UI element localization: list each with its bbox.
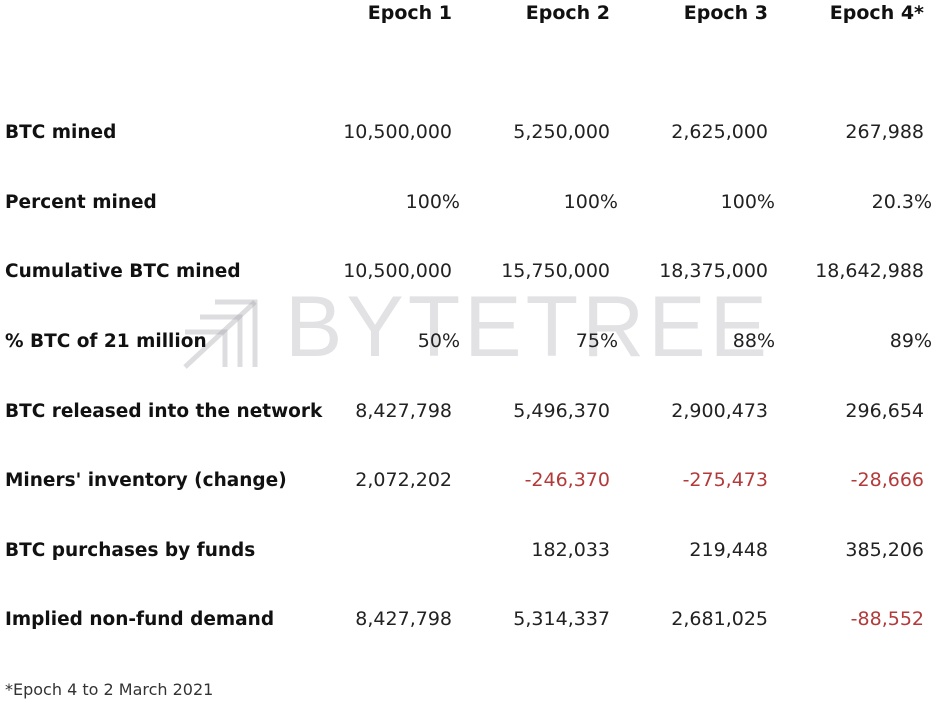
table-cell: 50% <box>417 330 460 352</box>
column-header-2: Epoch 2 <box>525 2 610 24</box>
table-cell: 100% <box>720 191 775 213</box>
table-cell: 10,500,000 <box>343 260 452 282</box>
row-label: BTC purchases by funds <box>5 540 256 561</box>
table-cell: -246,370 <box>524 469 610 491</box>
table-cell: 75% <box>575 330 618 352</box>
table-cell: -28,666 <box>850 469 924 491</box>
table-cell: 5,250,000 <box>513 121 610 143</box>
table-cell: 267,988 <box>845 121 924 143</box>
table-cell: 88% <box>732 330 775 352</box>
watermark-text: BYTETREE <box>285 279 771 375</box>
table-cell: 2,900,473 <box>671 400 768 422</box>
row-label: BTC mined <box>5 122 117 143</box>
table-cell: 296,654 <box>845 400 924 422</box>
table-cell: 2,625,000 <box>671 121 768 143</box>
row-label: % BTC of 21 million <box>5 331 207 352</box>
column-header-1: Epoch 1 <box>367 2 452 24</box>
row-label: Cumulative BTC mined <box>5 261 241 282</box>
row-label: BTC released into the network <box>5 401 323 422</box>
table-cell: 5,496,370 <box>513 400 610 422</box>
table-cell: 8,427,798 <box>355 608 452 630</box>
table-cell: 89% <box>889 330 932 352</box>
table-cell: 2,681,025 <box>671 608 768 630</box>
table-cell: 18,375,000 <box>659 260 768 282</box>
table-cell: -275,473 <box>682 469 768 491</box>
column-header-4: Epoch 4* <box>829 2 924 24</box>
table-cell: 100% <box>563 191 618 213</box>
table-cell: 15,750,000 <box>501 260 610 282</box>
table-cell: 219,448 <box>689 539 768 561</box>
row-label: Miners' inventory (change) <box>5 470 287 491</box>
table-cell: 385,206 <box>845 539 924 561</box>
table-cell: 182,033 <box>531 539 610 561</box>
table-cell: 10,500,000 <box>343 121 452 143</box>
footnote: *Epoch 4 to 2 March 2021 <box>5 680 214 699</box>
table-cell: 20.3% <box>871 191 932 213</box>
table-cell: 18,642,988 <box>815 260 924 282</box>
table-cell: 2,072,202 <box>355 469 452 491</box>
column-header-3: Epoch 3 <box>683 2 768 24</box>
table-cell: 8,427,798 <box>355 400 452 422</box>
row-label: Implied non-fund demand <box>5 609 275 630</box>
watermark: BYTETREE <box>180 279 780 376</box>
table-cell: 5,314,337 <box>513 608 610 630</box>
table-cell: -88,552 <box>850 608 924 630</box>
table-cell: 100% <box>405 191 460 213</box>
row-label: Percent mined <box>5 192 157 213</box>
